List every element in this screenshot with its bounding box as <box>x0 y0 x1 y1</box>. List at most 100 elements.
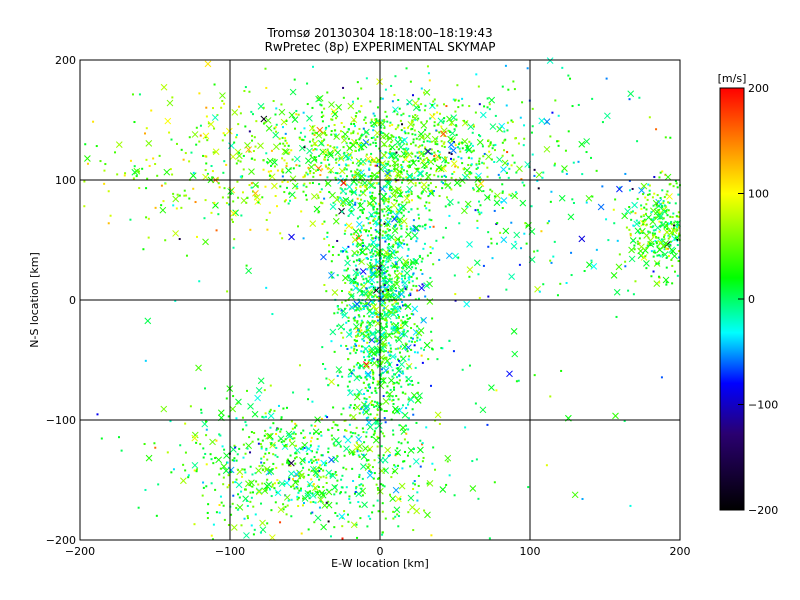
data-point <box>630 211 633 214</box>
data-point <box>358 476 361 479</box>
data-point <box>350 132 353 135</box>
data-point <box>433 154 436 157</box>
data-point <box>385 325 388 328</box>
data-point <box>307 473 310 476</box>
data-point <box>220 106 223 109</box>
data-point <box>336 454 339 457</box>
data-point <box>407 190 410 193</box>
data-point <box>388 398 391 401</box>
data-point <box>363 200 366 203</box>
data-point <box>341 313 344 316</box>
data-point <box>296 487 299 490</box>
data-point <box>451 172 454 175</box>
data-point <box>413 341 416 344</box>
data-point <box>360 302 363 305</box>
data-point <box>419 269 422 272</box>
data-point <box>501 206 504 209</box>
data-point <box>425 207 428 210</box>
data-point <box>418 151 421 154</box>
data-point <box>483 105 486 108</box>
data-point <box>671 216 674 219</box>
data-point <box>398 374 401 377</box>
data-point <box>172 204 175 207</box>
data-point <box>439 156 442 159</box>
data-point <box>478 296 481 299</box>
data-point <box>507 176 510 179</box>
data-point <box>649 242 652 245</box>
data-point <box>404 342 407 345</box>
data-point <box>621 212 629 220</box>
data-point <box>339 130 342 133</box>
data-point <box>427 187 430 190</box>
data-point <box>467 163 470 166</box>
data-point <box>297 496 300 499</box>
data-point <box>380 292 383 295</box>
data-point <box>257 201 260 204</box>
data-point <box>676 223 679 226</box>
data-point <box>213 201 216 204</box>
data-point <box>376 435 379 438</box>
data-point <box>461 147 464 150</box>
data-point <box>309 459 312 462</box>
data-point <box>649 225 652 228</box>
data-point <box>382 357 385 360</box>
data-point <box>658 230 661 233</box>
data-point <box>398 290 405 298</box>
data-point <box>381 119 384 122</box>
data-point <box>123 174 126 177</box>
data-point <box>253 431 256 434</box>
data-point <box>410 208 413 211</box>
data-point <box>375 230 378 233</box>
data-point <box>406 194 409 197</box>
data-point <box>345 468 348 471</box>
data-point <box>305 445 313 453</box>
data-point <box>479 406 487 414</box>
data-point <box>486 166 489 169</box>
data-point <box>311 106 314 109</box>
data-point <box>229 192 232 195</box>
data-point <box>489 141 492 144</box>
data-point <box>291 437 294 440</box>
data-point <box>616 185 623 193</box>
data-point <box>184 422 187 425</box>
data-point <box>350 170 353 173</box>
data-point <box>371 316 374 319</box>
data-point <box>342 466 345 469</box>
data-point <box>258 465 261 468</box>
data-point <box>401 391 404 394</box>
data-point <box>243 90 246 93</box>
data-point <box>450 114 458 121</box>
data-point <box>327 451 330 454</box>
data-point <box>454 99 457 102</box>
data-point <box>310 436 313 439</box>
data-point <box>553 240 556 243</box>
data-point <box>491 190 494 193</box>
data-point <box>178 238 181 241</box>
data-point <box>552 255 555 258</box>
data-point <box>391 467 399 475</box>
data-point <box>536 179 539 182</box>
data-point <box>638 222 641 225</box>
data-point <box>374 142 377 145</box>
data-point <box>359 268 367 275</box>
data-point <box>426 254 429 257</box>
data-point <box>476 166 479 169</box>
data-point <box>464 426 467 429</box>
data-point <box>431 103 434 106</box>
data-point <box>242 443 245 446</box>
data-point <box>476 226 479 229</box>
data-point <box>348 368 351 371</box>
data-point <box>355 523 358 526</box>
data-point <box>664 136 667 139</box>
data-point <box>353 119 356 122</box>
data-point <box>370 250 373 253</box>
data-point <box>232 395 235 398</box>
data-point <box>387 169 390 172</box>
data-point <box>244 86 247 89</box>
data-point <box>233 141 236 144</box>
data-point <box>453 494 456 497</box>
data-point <box>359 202 362 205</box>
data-point <box>394 355 397 358</box>
data-point <box>387 289 390 292</box>
data-point <box>378 147 381 150</box>
